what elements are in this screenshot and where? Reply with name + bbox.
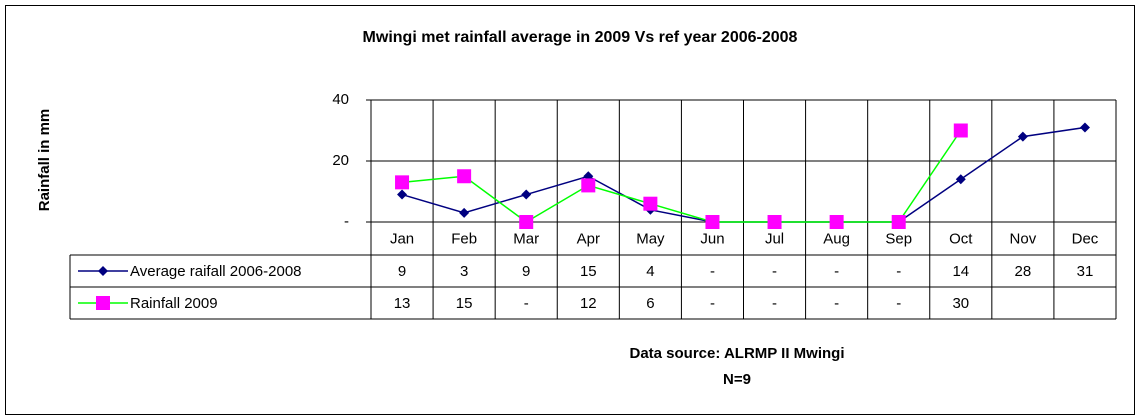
legend-label: Rainfall 2009	[130, 295, 218, 312]
table-value: -	[772, 295, 777, 312]
table-value: -	[834, 295, 839, 312]
table-value: 30	[952, 295, 969, 312]
note: N=9	[723, 371, 751, 388]
table-value: -	[896, 263, 901, 280]
marker	[767, 215, 782, 229]
marker	[397, 189, 408, 200]
table-value: 3	[460, 263, 468, 280]
table-value: 4	[646, 263, 654, 280]
marker	[519, 215, 534, 229]
marker	[581, 178, 596, 193]
marker	[1079, 122, 1090, 133]
legend-marker	[98, 266, 108, 276]
marker	[457, 169, 472, 184]
y-tick-label: -	[344, 213, 349, 230]
chart-title: Mwingi met rainfall average in 2009 Vs r…	[363, 29, 798, 46]
table-value: 13	[394, 295, 411, 312]
table-value: -	[834, 263, 839, 280]
marker	[1017, 131, 1028, 142]
chart-border	[5, 5, 1135, 415]
x-tick-label: Feb	[451, 230, 477, 247]
marker	[891, 215, 906, 229]
x-tick-label: May	[636, 230, 665, 247]
y-tick-label: 20	[332, 152, 349, 169]
x-tick-label: Oct	[949, 230, 973, 247]
x-tick-label: Aug	[823, 230, 850, 247]
x-tick-label: Jan	[390, 230, 414, 247]
y-tick-label: 40	[332, 91, 349, 108]
marker	[705, 215, 720, 229]
table-value: 6	[646, 295, 654, 312]
x-tick-label: Dec	[1072, 230, 1099, 247]
table-value: 15	[580, 263, 597, 280]
series-line	[401, 130, 962, 223]
x-tick-label: Sep	[885, 230, 912, 247]
table-value: 31	[1077, 263, 1094, 280]
table-value: -	[710, 263, 715, 280]
marker	[953, 123, 968, 138]
x-tick-label: Jul	[765, 230, 784, 247]
table-value: -	[710, 295, 715, 312]
x-tick-label: Mar	[513, 230, 539, 247]
x-tick-label: Nov	[1010, 230, 1037, 247]
x-tick-label: Jun	[700, 230, 724, 247]
legend-label: Average raifall 2006-2008	[130, 263, 302, 280]
table-value: -	[896, 295, 901, 312]
marker	[643, 196, 658, 211]
marker	[955, 174, 966, 185]
marker	[395, 175, 410, 190]
table-value: 9	[398, 263, 406, 280]
source: Data source: ALRMP II Mwingi	[629, 345, 844, 362]
table-value: 9	[522, 263, 530, 280]
marker	[521, 189, 532, 200]
marker	[459, 207, 470, 218]
table-value: 15	[456, 295, 473, 312]
y-axis-label: Rainfall in mm	[36, 109, 53, 212]
table-value: 28	[1015, 263, 1032, 280]
x-tick-label: Apr	[577, 230, 600, 247]
legend-marker	[96, 296, 110, 310]
table-value: 12	[580, 295, 597, 312]
table-value: 14	[952, 263, 969, 280]
table-value: -	[772, 263, 777, 280]
marker	[829, 215, 844, 229]
table-value: -	[524, 295, 529, 312]
